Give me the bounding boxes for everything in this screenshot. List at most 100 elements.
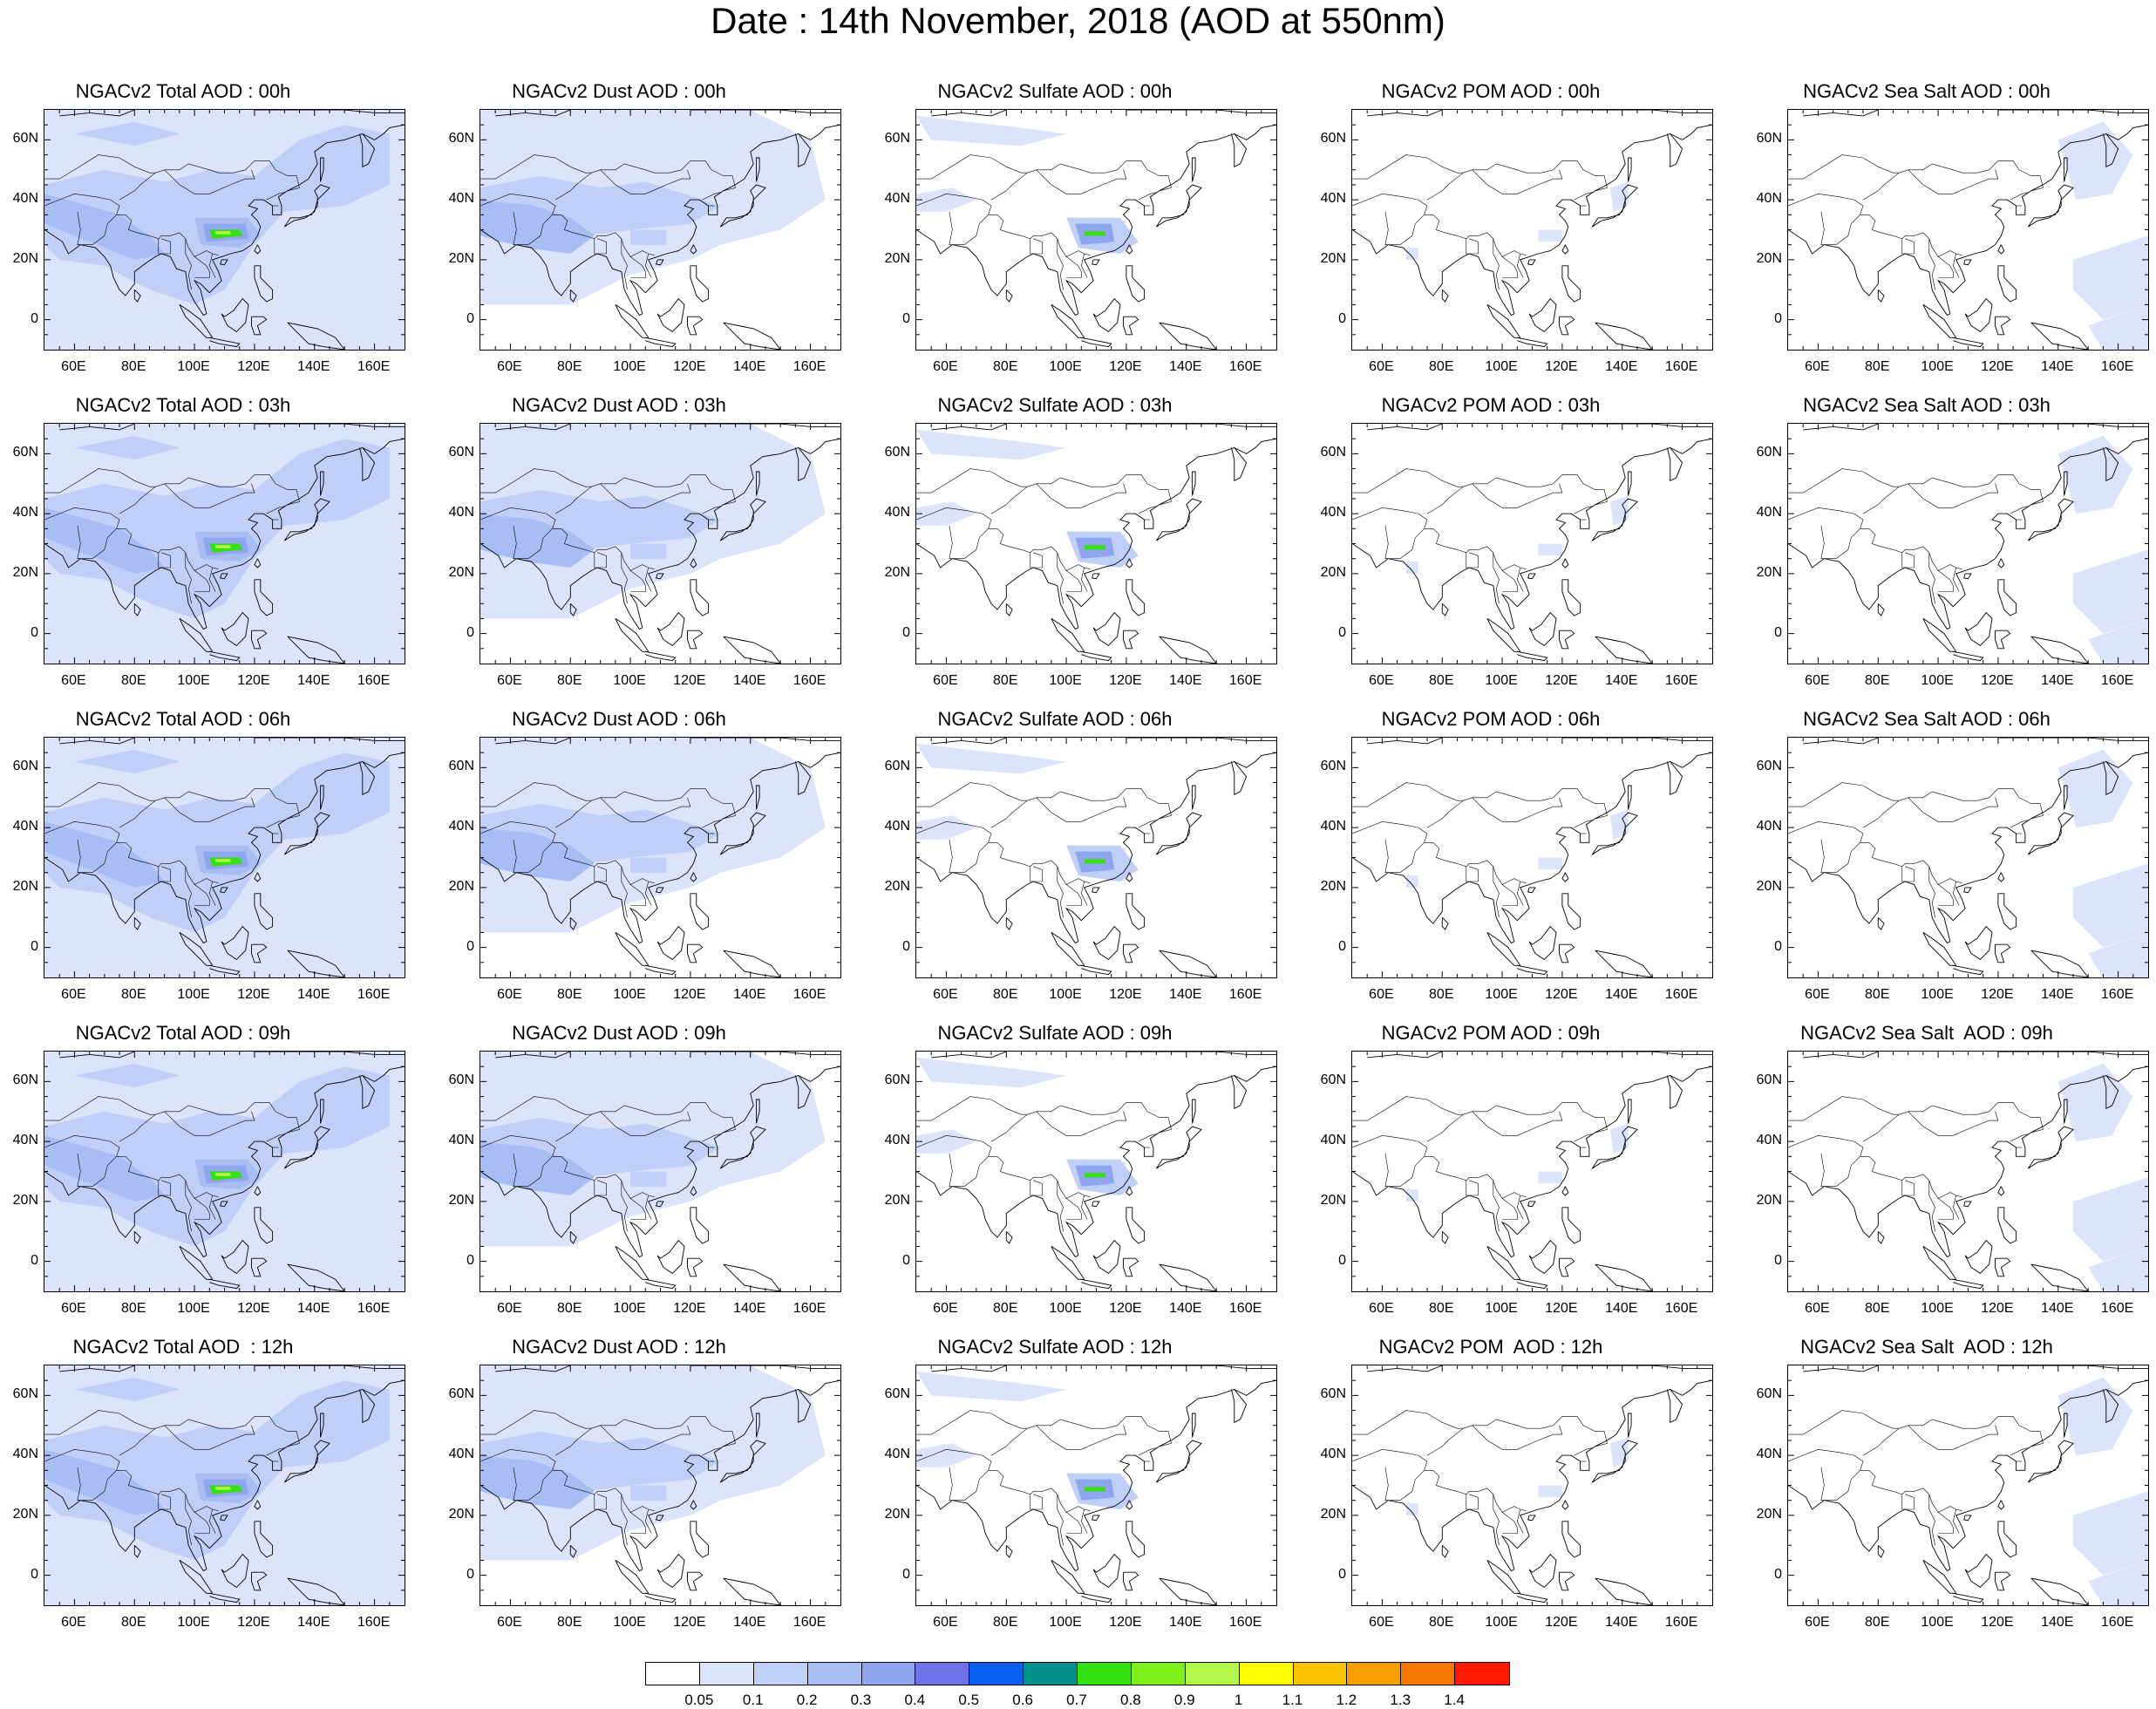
panel-title: NGACv2 Dust AOD : 12h <box>512 1336 726 1358</box>
coastline-6 <box>656 925 685 960</box>
aod-map <box>480 738 840 977</box>
lat-tick-label: 20N <box>884 878 910 894</box>
map-panel-dust-06h: NGACv2 Dust AOD : 06h 60N 40N 20N 0 60E 80E 100… <box>436 709 841 1025</box>
lat-tick-label: 20N <box>1320 1192 1346 1208</box>
colorbar-label: 0.4 <box>904 1692 926 1708</box>
coastline-13 <box>931 110 1007 117</box>
coastline-12 <box>1192 157 1196 182</box>
country-border-2 <box>1426 800 1464 828</box>
country-border-0 <box>44 820 219 885</box>
panel-title: NGACv2 POM AOD : 03h <box>1381 394 1601 416</box>
lat-tick-label: 60N <box>448 1072 474 1088</box>
panel-title: NGACv2 Total AOD : 12h <box>72 1336 294 1358</box>
coastline-1 <box>2102 1389 2119 1424</box>
aod-map <box>1788 1365 2148 1605</box>
country-border-0 <box>480 1134 655 1199</box>
sulfate-aod-region-0 <box>916 743 1067 774</box>
coastline-1 <box>2102 133 2119 168</box>
lon-tick-label: 140E <box>297 359 330 374</box>
coastline-0 <box>1788 438 2148 630</box>
aod-map <box>916 424 1276 664</box>
coastline-3 <box>1005 916 1013 930</box>
coastline-4 <box>1561 1186 1569 1196</box>
lon-tick-label: 120E <box>237 987 270 1002</box>
map-panel-total-03h: NGACv2 Total AOD : 03h 60N 40N 20N 0 60E 80E 10… <box>0 395 405 711</box>
coastline-3 <box>1441 916 1449 930</box>
coastline-12 <box>2064 471 2068 496</box>
country-border-6 <box>1493 1494 1500 1546</box>
coastline-0 <box>916 438 1276 630</box>
lon-tick-label: 140E <box>297 1615 330 1630</box>
lon-tick-label: 160E <box>1228 1301 1262 1316</box>
lon-tick-label: 60E <box>61 673 86 688</box>
country-border-8 <box>644 1195 652 1220</box>
country-border-8 <box>1952 1195 1960 1220</box>
map-panel-dust-12h: NGACv2 Dust AOD : 12h 60N 40N 20N 0 60E 80E 100… <box>436 1336 841 1652</box>
coastline-3 <box>1877 916 1885 930</box>
lon-tick-label: 160E <box>792 359 826 374</box>
panel-title: NGACv2 Sulfate AOD : 03h <box>937 394 1173 416</box>
lon-tick-label: 60E <box>497 987 522 1002</box>
coastline-13 <box>1367 1365 1443 1372</box>
country-border-7 <box>1937 1198 1954 1220</box>
coastline-0 <box>916 752 1276 944</box>
lat-tick-label: 0 <box>466 310 474 326</box>
coastline-2 <box>1591 498 1638 541</box>
coastline-9 <box>1559 1571 1575 1591</box>
lat-tick-label: 0 <box>902 938 910 954</box>
coastline-12 <box>1192 1413 1196 1438</box>
country-border-1 <box>480 154 736 192</box>
country-border-9 <box>1574 192 1593 201</box>
total-aod-region-1 <box>44 752 390 933</box>
country-border-0 <box>916 193 1091 257</box>
coastline-8 <box>645 650 677 662</box>
coastline-10 <box>1595 322 1653 350</box>
sulfate-aod-region-0 <box>916 1371 1067 1402</box>
coastline-10 <box>2030 636 2089 664</box>
lon-tick-label: 100E <box>1049 1301 1082 1316</box>
pom-aod-region-2 <box>1405 1189 1418 1202</box>
map-panel-sulfate-00h: NGACv2 Sulfate AOD : 00h 60N 40N 20N 0 60E 80E… <box>872 81 1277 397</box>
lat-tick-label: 0 <box>31 624 38 640</box>
aod-map <box>1788 424 2148 664</box>
lon-tick-label: 80E <box>1865 1301 1890 1316</box>
aod-map <box>1352 1365 1712 1605</box>
lon-tick-label: 120E <box>1109 359 1142 374</box>
coastline-11 <box>1963 259 1972 266</box>
country-border-8 <box>208 253 216 278</box>
lon-tick-label: 60E <box>497 673 522 688</box>
country-border-5 <box>158 552 171 569</box>
pom-aod-region-1 <box>1538 1485 1562 1498</box>
coastline-3 <box>1441 289 1449 303</box>
country-border-0 <box>1352 820 1527 885</box>
lat-tick-label: 60N <box>884 1072 910 1088</box>
lat-tick-label: 60N <box>1756 1386 1782 1402</box>
map-panel-sulfate-03h: NGACv2 Sulfate AOD : 03h 60N 40N 20N 0 60E 80E… <box>872 394 1277 711</box>
lat-tick-label: 0 <box>1774 938 1782 954</box>
lon-tick-label: 160E <box>792 1615 826 1630</box>
coastline-4 <box>254 1186 262 1196</box>
lon-tick-label: 160E <box>1228 359 1262 374</box>
lon-tick-label: 120E <box>1109 1615 1142 1630</box>
lon-tick-label: 60E <box>1369 359 1394 374</box>
country-border-2 <box>119 172 156 201</box>
map-panel-pom-12h: NGACv2 POM AOD : 12h 60N 40N 20N 0 60E 80E 100E… <box>1308 1337 1713 1652</box>
country-border-8 <box>1516 881 1524 906</box>
lat-tick-label: 20N <box>448 1506 474 1522</box>
country-border-1 <box>44 1096 300 1134</box>
colorbar-swatch <box>1024 1663 1078 1685</box>
coastline-0 <box>1788 1066 2148 1258</box>
country-border-1 <box>480 1096 736 1134</box>
country-border-3 <box>1908 797 1999 822</box>
coastline-0 <box>1788 1379 2148 1572</box>
country-border-4 <box>513 211 553 245</box>
colorbar-label: 0.8 <box>1120 1692 1141 1708</box>
coastline-9 <box>687 943 704 963</box>
coastline-11 <box>1092 259 1100 266</box>
country-border-7 <box>1065 884 1082 906</box>
coastline-10 <box>2030 1577 2089 1605</box>
lat-tick-label: 40N <box>448 191 474 207</box>
coastline-2 <box>1155 184 1202 228</box>
coastline-4 <box>254 244 262 255</box>
coastline-8 <box>209 650 241 662</box>
